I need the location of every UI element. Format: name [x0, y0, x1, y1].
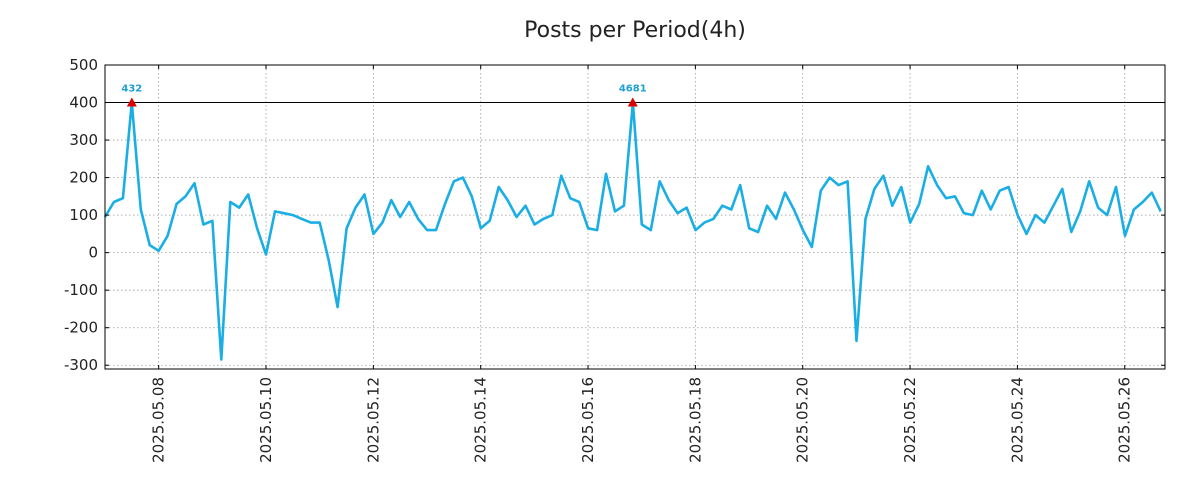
y-tick-label: 100 — [69, 206, 98, 224]
plot-frame — [104, 64, 1166, 370]
y-tick-label: 500 — [69, 56, 98, 74]
x-tick-label: 2025.05.12 — [364, 377, 382, 463]
y-tick-label: -200 — [64, 319, 98, 337]
peak-label: 432 — [121, 84, 142, 95]
y-tick-label: 200 — [69, 169, 98, 187]
y-axis: 500 400 300 200 100 0 -100 -200 -300 — [64, 56, 1165, 374]
y-tick-label: 400 — [69, 94, 98, 112]
x-tick-label: 2025.05.10 — [257, 377, 275, 463]
chart-title: Posts per Period(4h) — [524, 18, 746, 43]
y-tick-label: 0 — [88, 244, 98, 262]
y-tick-label: -100 — [64, 281, 98, 299]
x-tick-label: 2025.05.14 — [472, 377, 490, 463]
x-axis: 2025.05.08 2025.05.10 2025.05.12 2025.05.14… — [150, 65, 1134, 463]
peak-label: 4681 — [619, 84, 647, 95]
x-tick-label: 2025.05.20 — [794, 377, 812, 463]
x-tick-label: 2025.05.24 — [1008, 377, 1026, 463]
x-tick-label: 2025.05.18 — [686, 377, 704, 463]
plot-area — [105, 65, 1165, 369]
x-tick-label: 2025.05.26 — [1116, 377, 1134, 463]
peak-marker — [627, 97, 638, 107]
peak-marker — [126, 97, 137, 107]
x-tick-label: 2025.05.16 — [579, 377, 597, 463]
x-tick-label: 2025.05.22 — [901, 377, 919, 463]
x-tick-label: 2025.05.08 — [150, 377, 168, 463]
peak-markers: 432 4681 — [121, 84, 647, 107]
y-tick-label: -300 — [64, 356, 98, 374]
y-tick-label: 300 — [69, 131, 98, 149]
